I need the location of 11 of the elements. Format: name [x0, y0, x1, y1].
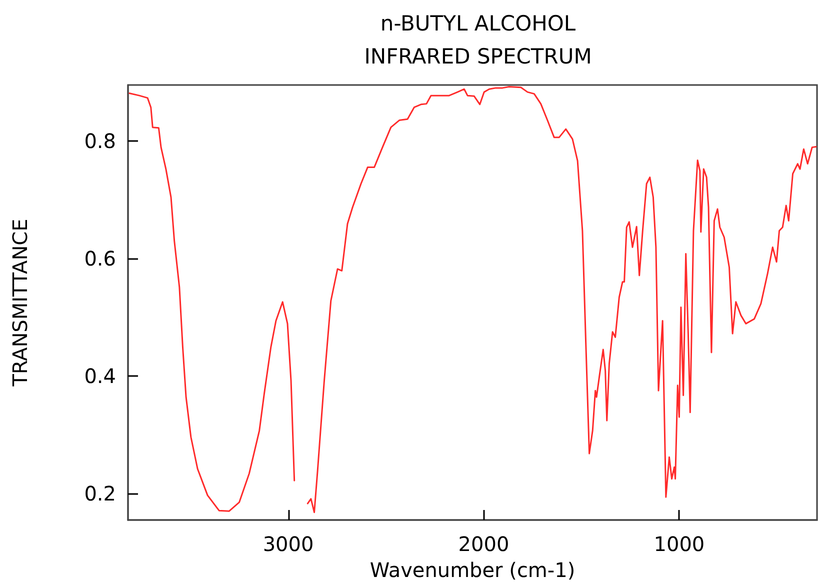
x-tick-label: 1000 — [654, 532, 705, 556]
y-tick-label: 0.8 — [84, 128, 116, 153]
chart-subtitle: INFRARED SPECTRUM — [364, 44, 592, 68]
x-tick-label: 3000 — [262, 532, 314, 556]
y-tick-label: 0.2 — [84, 482, 116, 506]
x-axis-title: Wavenumber (cm-1) — [370, 558, 576, 582]
y-axis-title: TRANSMITTANCE — [8, 218, 32, 388]
x-tick-label: 2000 — [458, 532, 510, 556]
y-tick-label: 0.6 — [84, 246, 116, 270]
chart-title: n-BUTYL ALCOHOL — [380, 12, 576, 36]
y-tick-label: 0.4 — [84, 364, 116, 388]
